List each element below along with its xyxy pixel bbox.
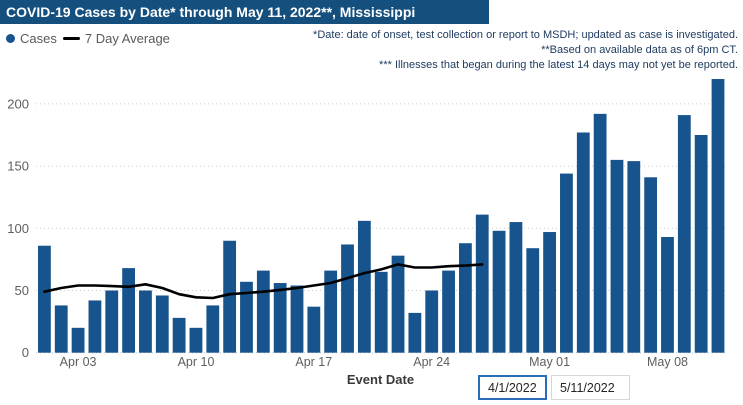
case-bar-apr-27[interactable] bbox=[475, 214, 489, 353]
chart-plot-area: 0 50 100 150 200 Apr 03 Apr 10 Apr 17 Apr 24 May … bbox=[7, 79, 728, 369]
case-bar-apr-20[interactable] bbox=[357, 220, 371, 353]
start-date-input[interactable] bbox=[478, 375, 547, 400]
case-bar-may-10[interactable] bbox=[694, 135, 708, 353]
x-axis-title: Event Date bbox=[346, 372, 415, 387]
x-tick-label: Apr 03 bbox=[60, 355, 97, 369]
y-tick-label: 150 bbox=[7, 159, 29, 174]
case-bar-apr-17[interactable] bbox=[307, 306, 321, 353]
legend-cases-label: Cases bbox=[20, 31, 57, 46]
case-bar-apr-05[interactable] bbox=[105, 290, 119, 353]
page-title-text: COVID-19 Cases by Date* through May 11, … bbox=[6, 4, 416, 20]
case-bar-apr-08[interactable] bbox=[155, 295, 169, 353]
case-bar-apr-07[interactable] bbox=[139, 290, 152, 353]
x-tick-label: Apr 24 bbox=[413, 355, 450, 369]
case-bar-apr-10[interactable] bbox=[189, 327, 203, 353]
case-bar-apr-18[interactable] bbox=[324, 270, 338, 353]
legend-item-cases[interactable]: Cases bbox=[6, 31, 57, 46]
case-bar-apr-25[interactable] bbox=[442, 270, 455, 353]
y-tick-label: 0 bbox=[22, 345, 29, 360]
case-bar-apr-09[interactable] bbox=[172, 317, 186, 353]
cases-dot-icon bbox=[6, 34, 15, 43]
y-tick-label: 50 bbox=[15, 283, 29, 298]
case-bar-may-07[interactable] bbox=[644, 177, 658, 353]
case-bar-may-01[interactable] bbox=[543, 232, 556, 353]
x-tick-label: Apr 10 bbox=[178, 355, 215, 369]
case-bar-apr-13[interactable] bbox=[240, 281, 253, 353]
case-bar-apr-16[interactable] bbox=[290, 285, 304, 353]
case-bar-apr-23[interactable] bbox=[408, 312, 422, 353]
case-bar-apr-26[interactable] bbox=[459, 243, 472, 353]
case-bar-may-08[interactable] bbox=[661, 237, 674, 353]
x-tick-label: May 08 bbox=[647, 355, 688, 369]
average-line-icon bbox=[62, 37, 80, 40]
end-date-input[interactable] bbox=[551, 375, 630, 400]
case-bar-may-02[interactable] bbox=[560, 173, 573, 353]
case-bar-apr-30[interactable] bbox=[526, 248, 540, 353]
seven-day-average-line bbox=[43, 263, 484, 300]
case-bar-may-06[interactable] bbox=[627, 161, 641, 353]
case-bar-apr-28[interactable] bbox=[492, 230, 506, 353]
case-bar-apr-12[interactable] bbox=[223, 240, 237, 353]
case-bar-may-04[interactable] bbox=[593, 113, 607, 353]
case-bar-apr-03[interactable] bbox=[71, 327, 85, 353]
case-bar-apr-11[interactable] bbox=[206, 305, 220, 353]
case-bar-apr-06[interactable] bbox=[122, 268, 135, 353]
legend-item-7-day-average[interactable]: 7 Day Average bbox=[62, 31, 170, 46]
case-bar-apr-01[interactable] bbox=[38, 245, 51, 353]
case-bar-apr-21[interactable] bbox=[374, 271, 388, 353]
footnotes: *Date: date of onset, test collection or… bbox=[313, 28, 738, 73]
footnote-data-as-of: **Based on available data as of 6pm CT. bbox=[541, 44, 738, 56]
case-bar-apr-14[interactable] bbox=[256, 270, 270, 353]
y-tick-label: 200 bbox=[7, 96, 29, 111]
legend-average-label: 7 Day Average bbox=[84, 31, 170, 46]
case-bar-apr-29[interactable] bbox=[509, 222, 523, 353]
case-bar-apr-15[interactable] bbox=[273, 283, 287, 353]
footnote-date-definition: *Date: date of onset, test collection or… bbox=[313, 29, 738, 41]
case-bar-apr-19[interactable] bbox=[341, 244, 354, 353]
y-tick-label: 100 bbox=[7, 221, 29, 236]
page-title: COVID-19 Cases by Date* through May 11, … bbox=[0, 0, 489, 24]
case-bar-apr-22[interactable] bbox=[391, 255, 405, 353]
legend: Cases 7 Day Average bbox=[6, 31, 170, 46]
case-bar-apr-04[interactable] bbox=[88, 300, 102, 353]
case-bar-apr-02[interactable] bbox=[54, 305, 68, 353]
x-tick-label: Apr 17 bbox=[295, 355, 332, 369]
case-bar-may-09[interactable] bbox=[677, 115, 691, 353]
case-bar-apr-24[interactable] bbox=[425, 290, 439, 353]
x-tick-label: May 01 bbox=[529, 355, 570, 369]
case-bar-may-03[interactable] bbox=[576, 132, 590, 353]
case-bar-may-11[interactable] bbox=[711, 79, 725, 353]
case-bar-may-05[interactable] bbox=[610, 159, 624, 353]
footnote-reporting-lag: *** Illnesses that began during the late… bbox=[379, 59, 738, 71]
